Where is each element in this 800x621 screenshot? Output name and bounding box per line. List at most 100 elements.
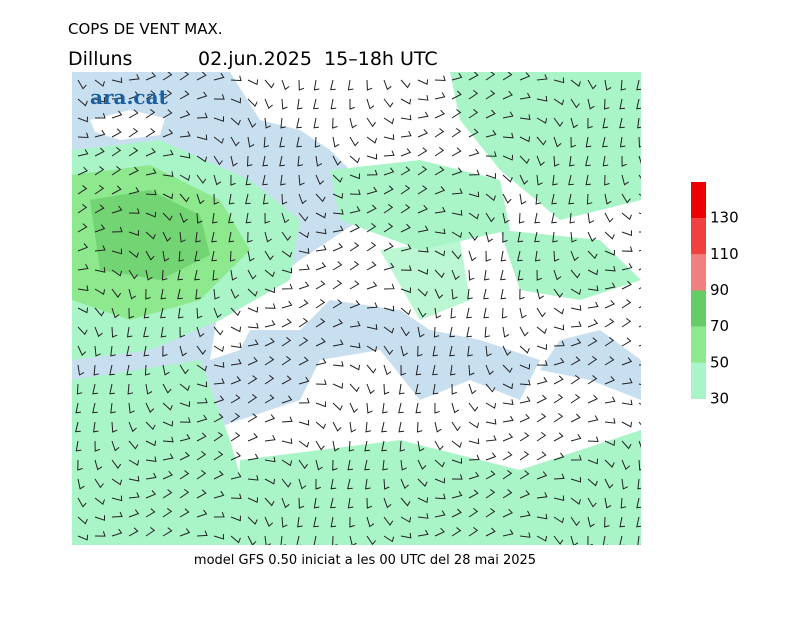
wind-barb [366,497,373,509]
wind-barb [502,90,513,100]
wind-barb [619,136,626,148]
wind-barb [434,75,446,82]
wind-barb [160,326,167,338]
colorbar-label: 30 [710,390,729,408]
wind-barb [468,169,480,176]
wind-barb [621,155,627,167]
wind-barb [349,300,361,309]
wind-barb [349,364,361,371]
wind-barb [94,224,106,233]
wind-barb [230,307,241,317]
wind-barb [383,204,394,214]
wind-barb [281,395,293,404]
wind-barb [75,440,82,452]
wind-barb [264,356,275,366]
wind-barb [621,399,633,406]
wind-barb [347,478,353,490]
wind-barb [213,193,220,205]
wind-barb [434,228,446,235]
wind-barb [400,287,411,294]
wind-barb [553,535,564,545]
wind-barb [451,508,462,518]
wind-barb [179,212,188,224]
wind-barb [330,497,336,509]
wind-barb [247,339,259,347]
wind-barb [94,459,103,471]
wind-barb [332,421,342,432]
wind-barb [247,79,259,86]
wind-barb [415,402,422,414]
wind-barb [247,269,257,280]
wind-barb [213,451,224,461]
wind-barb [315,459,323,471]
wind-barb [213,72,225,81]
wind-barb [502,174,513,183]
wind-barb [230,136,240,147]
wind-barb [280,535,286,545]
wind-barb [570,117,579,129]
wind-barb [196,155,208,163]
wind-barb [383,223,394,233]
wind-barb [366,402,373,414]
wind-barb [211,250,217,262]
wind-barb [466,307,472,319]
wind-barb [587,497,597,508]
wind-barb [77,185,88,195]
colorbar-label: 50 [710,353,729,371]
wind-barb [434,510,446,518]
wind-barb [313,535,319,545]
wind-barb [230,451,241,461]
wind-barb [450,307,457,319]
wind-barb [621,230,632,237]
wind-barb [111,528,123,537]
wind-barb [449,345,455,357]
wind-barb [145,472,157,480]
wind-barb [160,288,167,300]
wind-barb [365,421,372,433]
wind-barb [75,402,82,414]
wind-barb [398,402,404,414]
wind-barb [77,98,88,107]
wind-barb [315,174,325,185]
wind-barb [468,212,480,220]
wind-barb [162,345,168,357]
wind-barb [332,279,343,290]
wind-barb [160,307,166,319]
wind-barb [247,250,255,262]
wind-barb [94,288,106,295]
wind-barb [230,472,242,480]
wind-barb [298,248,310,254]
wind-barb [230,269,238,281]
wind-barb [94,185,105,195]
wind-barb [536,95,548,102]
wind-barb [400,326,410,337]
wind-barb [349,402,359,413]
wind-barb [196,470,207,480]
wind-barb [621,421,633,428]
wind-barb [553,288,564,298]
wind-barb [553,117,564,127]
wind-barb [332,225,344,233]
wind-barb [162,402,173,411]
wind-barb [502,470,513,480]
wind-barb [383,364,392,376]
colorbar-segment [691,326,706,363]
wind-barb [502,529,514,537]
wind-barb [77,132,89,139]
wind-barb [247,322,259,329]
colorbar-label: 110 [710,245,739,263]
wind-barb [179,364,189,375]
wind-barb [517,231,524,243]
wind-barb [366,79,373,91]
wind-barb [366,281,378,290]
wind-barb [264,456,276,463]
wind-barb [347,459,354,471]
wind-barb [196,345,207,355]
wind-barb [604,459,615,468]
wind-barb [366,345,378,353]
wind-barb [450,364,456,376]
wind-barb [332,402,343,411]
wind-barb [434,269,445,279]
wind-barb [619,516,626,528]
wind-barb [213,155,223,166]
